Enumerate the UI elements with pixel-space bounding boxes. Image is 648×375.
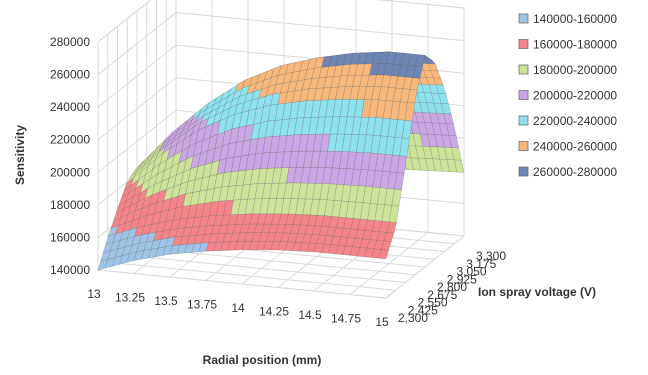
y-tick-label: 2,800	[437, 280, 467, 294]
surface-cell	[378, 249, 389, 260]
y-tick-label: 2,925	[447, 272, 477, 286]
y-tick-label: 2,675	[427, 288, 457, 302]
legend-swatch	[518, 166, 529, 177]
z-axis-title: Sensitivity	[13, 125, 27, 185]
surface-plot	[97, 51, 465, 271]
legend-swatch	[518, 64, 529, 75]
y-tick-label: 2,425	[408, 303, 438, 317]
x-tick-label: 13.75	[187, 298, 217, 312]
x-tick-label: 13.5	[154, 294, 178, 308]
x-tick-label: 14	[231, 301, 245, 315]
x-tick-label: 14.5	[298, 308, 322, 322]
y-tick-label: 2,550	[418, 296, 448, 310]
legend-label: 220000-240000	[533, 114, 617, 128]
legend-swatch	[518, 115, 529, 126]
z-tick-label: 280000	[50, 35, 90, 49]
legend-label: 200000-220000	[533, 89, 617, 103]
x-tick-label: 13	[87, 287, 101, 301]
legend-label: 180000-200000	[533, 63, 617, 77]
z-tick-label: 200000	[50, 165, 90, 179]
legend-label: 140000-160000	[533, 12, 617, 26]
x-tick-label: 13.25	[115, 291, 145, 305]
z-tick-label: 260000	[50, 68, 90, 82]
z-tick-label: 220000	[50, 133, 90, 147]
x-axis-title: Radial position (mm)	[203, 353, 322, 367]
legend-label: 260000-280000	[533, 165, 617, 179]
legend-swatch	[518, 13, 529, 24]
y-axis-title: Ion spray voltage (V)	[478, 285, 596, 299]
y-tick-label: 2,300	[398, 311, 428, 325]
legend-label: 160000-180000	[533, 38, 617, 52]
z-gridline	[97, 0, 465, 43]
legend-swatch	[518, 141, 529, 151]
x-tick-label: 14.25	[259, 305, 289, 319]
y-tick-label: 3,300	[476, 249, 506, 263]
chart-legend: 140000-160000 160000-180000 180000-200000 2…	[518, 12, 617, 179]
y-tick-label: 3,050	[457, 265, 487, 279]
z-tick-label: 180000	[50, 198, 90, 212]
z-tick-label: 240000	[50, 100, 90, 114]
x-tick-label: 15	[375, 315, 389, 329]
legend-label: 240000-260000	[533, 140, 617, 154]
z-tick-label: 160000	[50, 230, 90, 244]
x-tick-label: 14.75	[331, 312, 361, 326]
y-tick-label: 3,175	[466, 257, 496, 271]
legend-swatch	[518, 39, 529, 49]
legend-swatch	[518, 90, 529, 100]
z-tick-label: 140000	[50, 263, 90, 277]
chart-axes: 140000 160000 180000 200000 220000 240000 2600…	[50, 35, 506, 329]
